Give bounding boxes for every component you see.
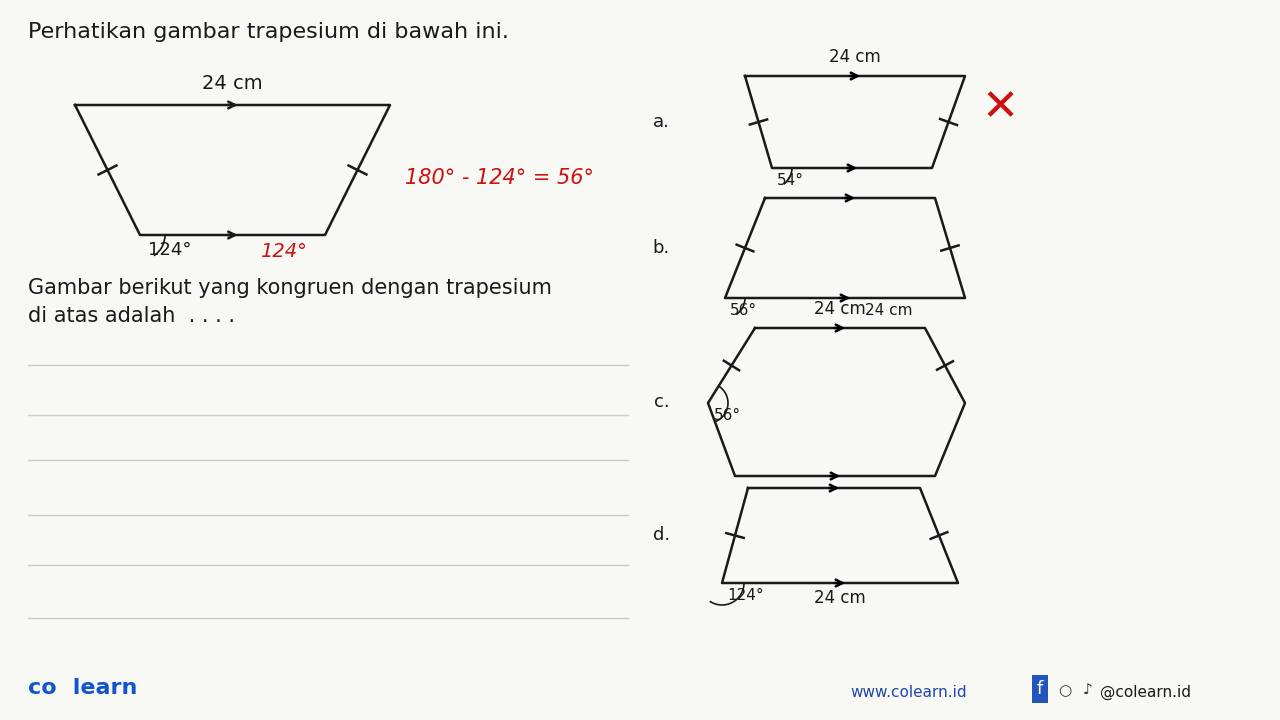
Text: co: co [28,678,56,698]
Text: 124°: 124° [727,588,764,603]
Text: 56°: 56° [730,303,758,318]
Text: 124°: 124° [148,241,192,259]
Text: 56°: 56° [714,408,741,423]
Text: Perhatikan gambar trapesium di bawah ini.: Perhatikan gambar trapesium di bawah ini… [28,22,509,42]
Text: ✕: ✕ [982,86,1019,130]
Text: a.: a. [653,113,669,131]
Text: ○: ○ [1059,683,1071,698]
Text: d.: d. [653,526,669,544]
Text: learn: learn [65,678,137,698]
Text: c.: c. [654,393,669,411]
Text: 24 cm: 24 cm [829,48,881,66]
Text: 24 cm: 24 cm [202,74,262,93]
Text: 24 cm: 24 cm [814,589,865,607]
Text: Gambar berikut yang kongruen dengan trapesium
di atas adalah  . . . .: Gambar berikut yang kongruen dengan trap… [28,278,552,326]
Text: 180° - 124° = 56°: 180° - 124° = 56° [404,168,594,188]
Text: 124°: 124° [260,242,307,261]
Text: 24 cm: 24 cm [865,303,913,318]
Text: 54°: 54° [777,173,804,188]
Text: ♪: ♪ [1083,683,1093,698]
Text: @colearn.id: @colearn.id [1100,685,1190,700]
Text: 24 cm: 24 cm [814,300,865,318]
Text: b.: b. [653,239,669,257]
Text: www.colearn.id: www.colearn.id [850,685,966,700]
Text: f: f [1037,680,1043,698]
